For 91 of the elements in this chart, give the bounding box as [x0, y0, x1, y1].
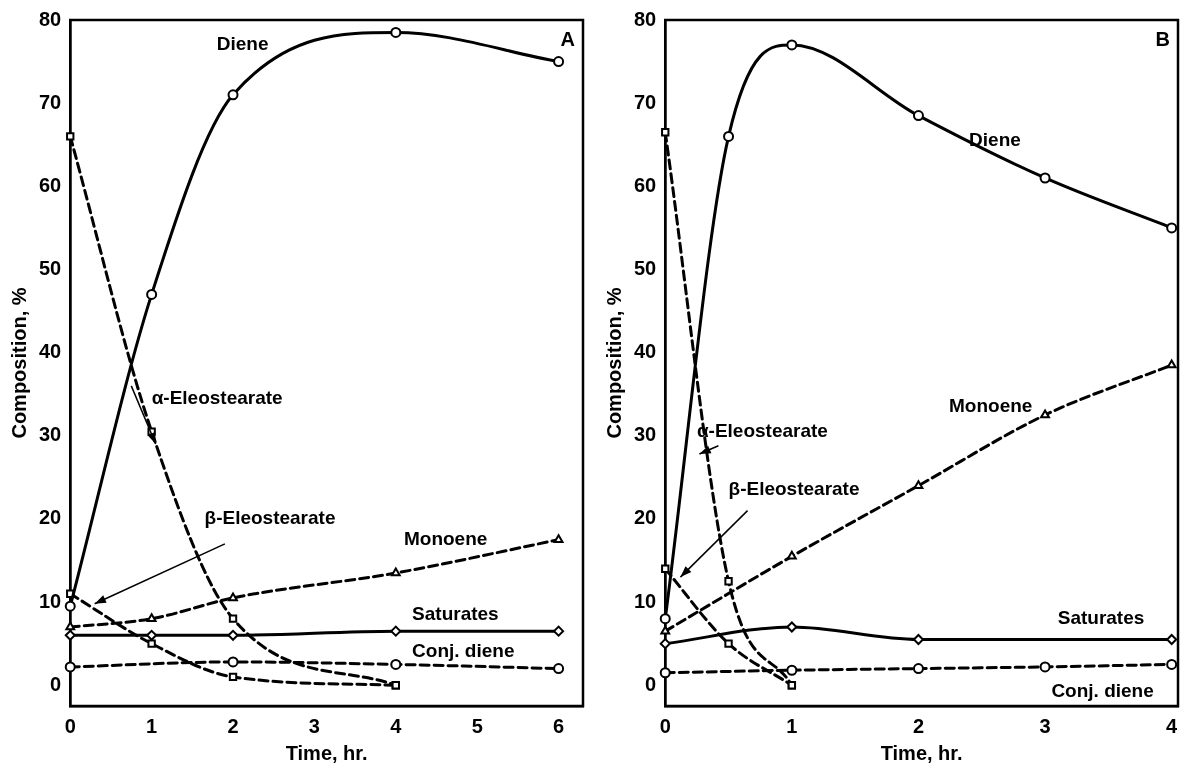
y-tick-label: 10 [39, 589, 62, 612]
point [147, 639, 156, 648]
point [786, 550, 797, 560]
point [913, 480, 924, 489]
point [146, 613, 157, 622]
x-tick-label: 3 [1039, 714, 1051, 737]
x-axis-title: Time, hr. [880, 741, 963, 764]
point [659, 667, 671, 679]
y-tick-label: 40 [39, 340, 62, 363]
point [1166, 633, 1178, 645]
x-tick-label: 5 [471, 714, 483, 737]
point [390, 658, 402, 670]
point [553, 625, 565, 637]
y-tick-label: 80 [39, 7, 62, 30]
point [724, 577, 733, 586]
text: β-Eleostearate [204, 507, 336, 529]
text: β-Eleostearate [728, 478, 860, 500]
point [553, 534, 564, 543]
series-label: α-Eleostearate [696, 419, 828, 441]
y-tick-label: 30 [39, 423, 62, 446]
point [64, 661, 76, 673]
point [723, 130, 735, 142]
point [227, 89, 239, 101]
y-axis-title: Composition, % [602, 287, 625, 439]
series-label: Monoene [403, 527, 488, 549]
point [786, 664, 798, 676]
point [66, 132, 75, 141]
y-tick-label: 0 [50, 672, 62, 695]
point [786, 621, 798, 633]
y-tick-label: 30 [634, 423, 657, 446]
point [228, 592, 238, 602]
point [1040, 409, 1050, 419]
point [228, 672, 238, 682]
series-label: Saturates [412, 602, 499, 624]
series-label: Diene [216, 33, 269, 55]
series-label: Conj. diene [412, 640, 515, 662]
y-tick-label: 50 [634, 256, 657, 279]
point [659, 613, 671, 625]
point [1166, 222, 1178, 234]
point [390, 625, 402, 637]
point [1039, 661, 1051, 673]
y-tick-label: 40 [634, 340, 657, 363]
point [659, 638, 671, 650]
point [912, 110, 924, 122]
x-tick-label: 4 [1166, 714, 1179, 737]
point [724, 639, 733, 648]
point [553, 663, 565, 675]
x-axis-title: Time, hr. [285, 741, 368, 764]
y-tick-label: 80 [634, 7, 657, 30]
x-tick-label: 1 [786, 714, 798, 737]
point [1166, 359, 1177, 369]
point [64, 600, 76, 612]
point [390, 567, 401, 577]
y-tick-label: 70 [39, 90, 62, 113]
point [227, 656, 239, 668]
annotation: B [1155, 27, 1170, 50]
point [661, 564, 670, 573]
annotation: A [560, 27, 575, 50]
series-label: Conj. diene [1051, 680, 1154, 702]
series-label: α-Eleostearate [151, 386, 283, 408]
y-tick-label: 60 [634, 173, 657, 196]
y-axis-title: Composition, % [7, 287, 30, 439]
point [390, 26, 402, 38]
point [227, 629, 239, 641]
x-tick-label: 0 [659, 714, 671, 737]
point [1166, 658, 1178, 670]
point [553, 56, 565, 68]
series-label: Monoene [949, 394, 1033, 416]
point [661, 128, 670, 137]
point [1039, 172, 1051, 184]
y-tick-label: 50 [39, 256, 62, 279]
x-tick-label: 1 [146, 714, 158, 737]
y-tick-label: 0 [645, 672, 657, 695]
point [786, 39, 798, 51]
x-tick-label: 2 [227, 714, 239, 737]
series-label: Saturates [1057, 606, 1145, 628]
y-tick-label: 70 [634, 90, 657, 113]
x-tick-label: 4 [390, 714, 403, 737]
point [146, 629, 158, 641]
y-tick-label: 20 [634, 506, 657, 529]
x-tick-label: 2 [912, 714, 925, 737]
point [146, 288, 158, 300]
y-tick-label: 60 [39, 173, 62, 196]
x-tick-label: 3 [308, 714, 320, 737]
y-tick-label: 10 [634, 589, 657, 612]
point [228, 614, 238, 623]
y-tick-label: 20 [39, 506, 62, 529]
point [64, 629, 76, 641]
x-tick-label: 6 [553, 714, 565, 737]
x-tick-label: 0 [64, 714, 76, 737]
point [912, 663, 924, 675]
